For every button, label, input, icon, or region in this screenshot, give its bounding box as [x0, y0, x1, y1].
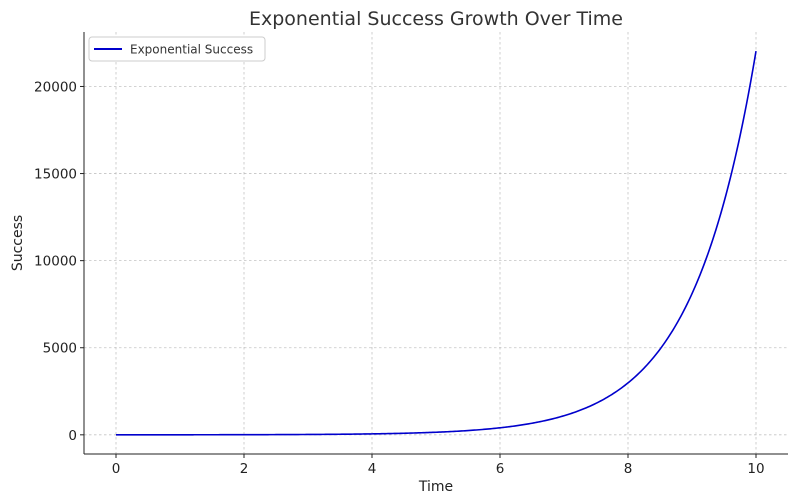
- y-tick-label: 0: [68, 428, 77, 444]
- y-tick-label: 20000: [34, 79, 77, 95]
- y-tick-label: 5000: [43, 341, 77, 357]
- series-line-exponential-success: [116, 51, 757, 436]
- x-axis-label: Time: [418, 479, 453, 495]
- x-tick-label: 0: [112, 461, 121, 477]
- legend-box: [88, 36, 266, 62]
- y-tick-label: 10000: [34, 254, 77, 270]
- x-tick-label: 4: [368, 461, 377, 477]
- grid: [84, 32, 788, 454]
- legend: Exponential Success: [88, 36, 266, 62]
- axes-spines: [83, 32, 788, 455]
- x-tick-label: 2: [240, 461, 249, 477]
- chart-title: Exponential Success Growth Over Time: [249, 8, 623, 30]
- y-tick-label: 15000: [34, 167, 77, 183]
- legend-label-exponential-success: Exponential Success: [130, 43, 253, 57]
- y-axis-ticks: 0 5000 10000 15000 20000: [34, 79, 84, 444]
- x-tick-label: 10: [747, 461, 764, 477]
- x-tick-label: 6: [496, 461, 505, 477]
- y-axis-label: Success: [10, 215, 26, 271]
- x-tick-label: 8: [624, 461, 633, 477]
- series-layer: [116, 51, 757, 436]
- x-axis-ticks: 0 2 4 6 8 10: [112, 454, 765, 477]
